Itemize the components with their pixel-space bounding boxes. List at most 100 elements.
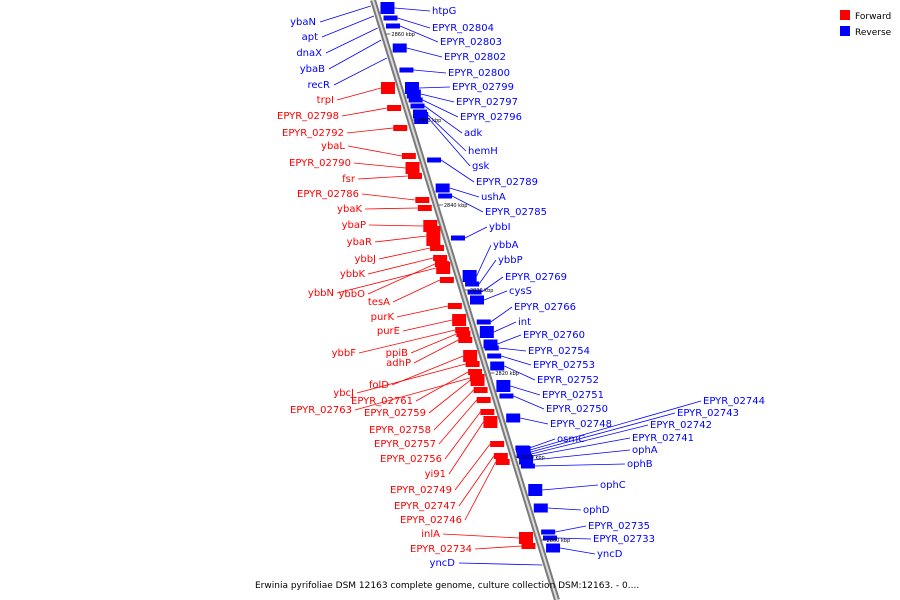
forward-gene-block[interactable] — [468, 369, 483, 375]
reverse-gene-label[interactable]: EPYR_02733 — [593, 534, 655, 545]
reverse-gene-label[interactable]: EPYR_02751 — [542, 390, 604, 401]
reverse-gene-label[interactable]: osmC — [557, 434, 585, 445]
reverse-gene-block[interactable] — [380, 2, 395, 14]
reverse-gene-label[interactable]: EPYR_02800 — [448, 68, 510, 79]
forward-gene-label[interactable]: folD — [369, 380, 389, 391]
forward-gene-block[interactable] — [447, 303, 462, 309]
reverse-gene-block[interactable] — [467, 289, 482, 295]
forward-gene-block[interactable] — [493, 453, 508, 459]
reverse-gene-label[interactable]: gsk — [472, 161, 490, 172]
reverse-gene-label[interactable]: EPYR_02799 — [452, 82, 514, 93]
reverse-gene-label[interactable]: recR — [308, 80, 331, 91]
reverse-gene-label[interactable]: apt — [302, 32, 318, 43]
reverse-gene-label[interactable]: EPYR_02769 — [505, 272, 567, 283]
forward-gene-label[interactable]: ybaP — [342, 220, 366, 231]
forward-gene-label[interactable]: ybbO — [339, 289, 366, 300]
forward-gene-block[interactable] — [456, 331, 471, 337]
forward-gene-block[interactable] — [521, 543, 536, 549]
reverse-gene-block[interactable] — [470, 295, 484, 305]
reverse-gene-block[interactable] — [399, 67, 414, 73]
forward-gene-block[interactable] — [458, 337, 473, 343]
forward-gene-block[interactable] — [407, 173, 422, 179]
forward-gene-label[interactable]: EPYR_02734 — [410, 544, 472, 555]
forward-gene-label[interactable]: ppiB — [386, 348, 408, 359]
reverse-gene-block[interactable] — [483, 339, 498, 349]
forward-gene-block[interactable] — [415, 197, 430, 203]
reverse-gene-block[interactable] — [414, 112, 429, 124]
forward-gene-block[interactable] — [439, 277, 454, 283]
reverse-gene-label[interactable]: hemH — [468, 146, 498, 157]
forward-gene-block[interactable] — [465, 361, 480, 367]
reverse-gene-block[interactable] — [499, 393, 514, 399]
reverse-gene-block[interactable] — [465, 281, 480, 287]
reverse-gene-label[interactable]: int — [518, 317, 531, 328]
reverse-gene-label[interactable]: ophA — [632, 445, 658, 456]
forward-gene-block[interactable] — [426, 226, 441, 246]
reverse-gene-label[interactable]: EPYR_02785 — [485, 207, 547, 218]
forward-gene-block[interactable] — [518, 532, 533, 544]
forward-gene-label[interactable]: inlA — [421, 529, 440, 540]
forward-gene-label[interactable]: EPYR_02792 — [282, 128, 344, 139]
reverse-gene-block[interactable] — [408, 97, 423, 103]
forward-gene-block[interactable] — [480, 409, 495, 415]
reverse-gene-label[interactable]: yncD — [430, 558, 456, 569]
reverse-gene-label[interactable]: EPYR_02804 — [432, 23, 494, 34]
reverse-gene-block[interactable] — [506, 413, 521, 423]
forward-gene-label[interactable]: EPYR_02786 — [297, 189, 359, 200]
forward-gene-label[interactable]: purK — [371, 312, 395, 323]
reverse-gene-block[interactable] — [520, 463, 535, 469]
reverse-gene-label[interactable]: EPYR_02754 — [528, 346, 590, 357]
reverse-gene-block[interactable] — [383, 15, 398, 21]
reverse-gene-label[interactable]: ophC — [600, 480, 626, 491]
forward-gene-label[interactable]: EPYR_02747 — [394, 501, 456, 512]
forward-gene-label[interactable]: EPYR_02758 — [369, 425, 431, 436]
forward-gene-block[interactable] — [434, 261, 449, 267]
reverse-gene-label[interactable]: EPYR_02796 — [460, 112, 522, 123]
forward-gene-label[interactable]: fsr — [342, 174, 356, 185]
reverse-gene-label[interactable]: ophD — [583, 505, 610, 516]
reverse-gene-block[interactable] — [496, 380, 511, 392]
forward-gene-label[interactable]: EPYR_02761 — [351, 396, 413, 407]
reverse-gene-block[interactable] — [462, 270, 477, 282]
forward-gene-label[interactable]: purE — [377, 326, 400, 337]
reverse-gene-label[interactable]: EPYR_02741 — [632, 433, 694, 444]
forward-gene-block[interactable] — [401, 153, 416, 159]
reverse-gene-block[interactable] — [541, 529, 556, 535]
reverse-gene-label[interactable]: EPYR_02752 — [537, 375, 599, 386]
reverse-gene-label[interactable]: EPYR_02760 — [523, 330, 585, 341]
reverse-gene-block[interactable] — [487, 353, 502, 359]
forward-gene-label[interactable]: ybbK — [340, 269, 366, 280]
reverse-gene-label[interactable]: ybbI — [489, 222, 511, 233]
forward-gene-label[interactable]: ybbF — [332, 348, 357, 359]
reverse-gene-block[interactable] — [519, 455, 534, 465]
forward-gene-label[interactable]: ybcJ — [333, 388, 354, 399]
forward-gene-block[interactable] — [417, 205, 432, 211]
forward-gene-block[interactable] — [452, 314, 467, 326]
reverse-gene-block[interactable] — [479, 326, 494, 338]
reverse-gene-block[interactable] — [435, 183, 450, 193]
reverse-gene-label[interactable]: EPYR_02797 — [456, 97, 518, 108]
forward-gene-label[interactable]: ybaK — [337, 204, 362, 215]
reverse-gene-label[interactable]: EPYR_02803 — [440, 37, 502, 48]
forward-gene-block[interactable] — [380, 82, 395, 94]
reverse-gene-block[interactable] — [542, 535, 557, 541]
forward-gene-block[interactable] — [463, 350, 478, 362]
forward-gene-block[interactable] — [455, 327, 470, 333]
reverse-gene-label[interactable]: ybaB — [300, 64, 325, 75]
reverse-gene-label[interactable]: EPYR_02789 — [476, 177, 538, 188]
reverse-gene-block[interactable] — [410, 103, 425, 109]
reverse-gene-label[interactable]: EPYR_02753 — [533, 360, 595, 371]
reverse-gene-label[interactable]: EPYR_02742 — [650, 420, 712, 431]
reverse-gene-label[interactable]: yncD — [597, 549, 623, 560]
reverse-gene-block[interactable] — [438, 193, 453, 199]
forward-gene-label[interactable]: EPYR_02746 — [400, 515, 462, 526]
reverse-gene-label[interactable]: dnaX — [296, 48, 322, 59]
forward-gene-block[interactable] — [433, 255, 448, 261]
forward-gene-label[interactable]: EPYR_02757 — [374, 439, 436, 450]
forward-gene-block[interactable] — [483, 416, 498, 428]
reverse-gene-label[interactable]: htpG — [432, 6, 456, 17]
reverse-gene-label[interactable]: EPYR_02743 — [677, 408, 739, 419]
forward-gene-block[interactable] — [476, 397, 491, 403]
reverse-gene-block[interactable] — [406, 89, 421, 99]
reverse-gene-label[interactable]: adk — [464, 128, 482, 139]
